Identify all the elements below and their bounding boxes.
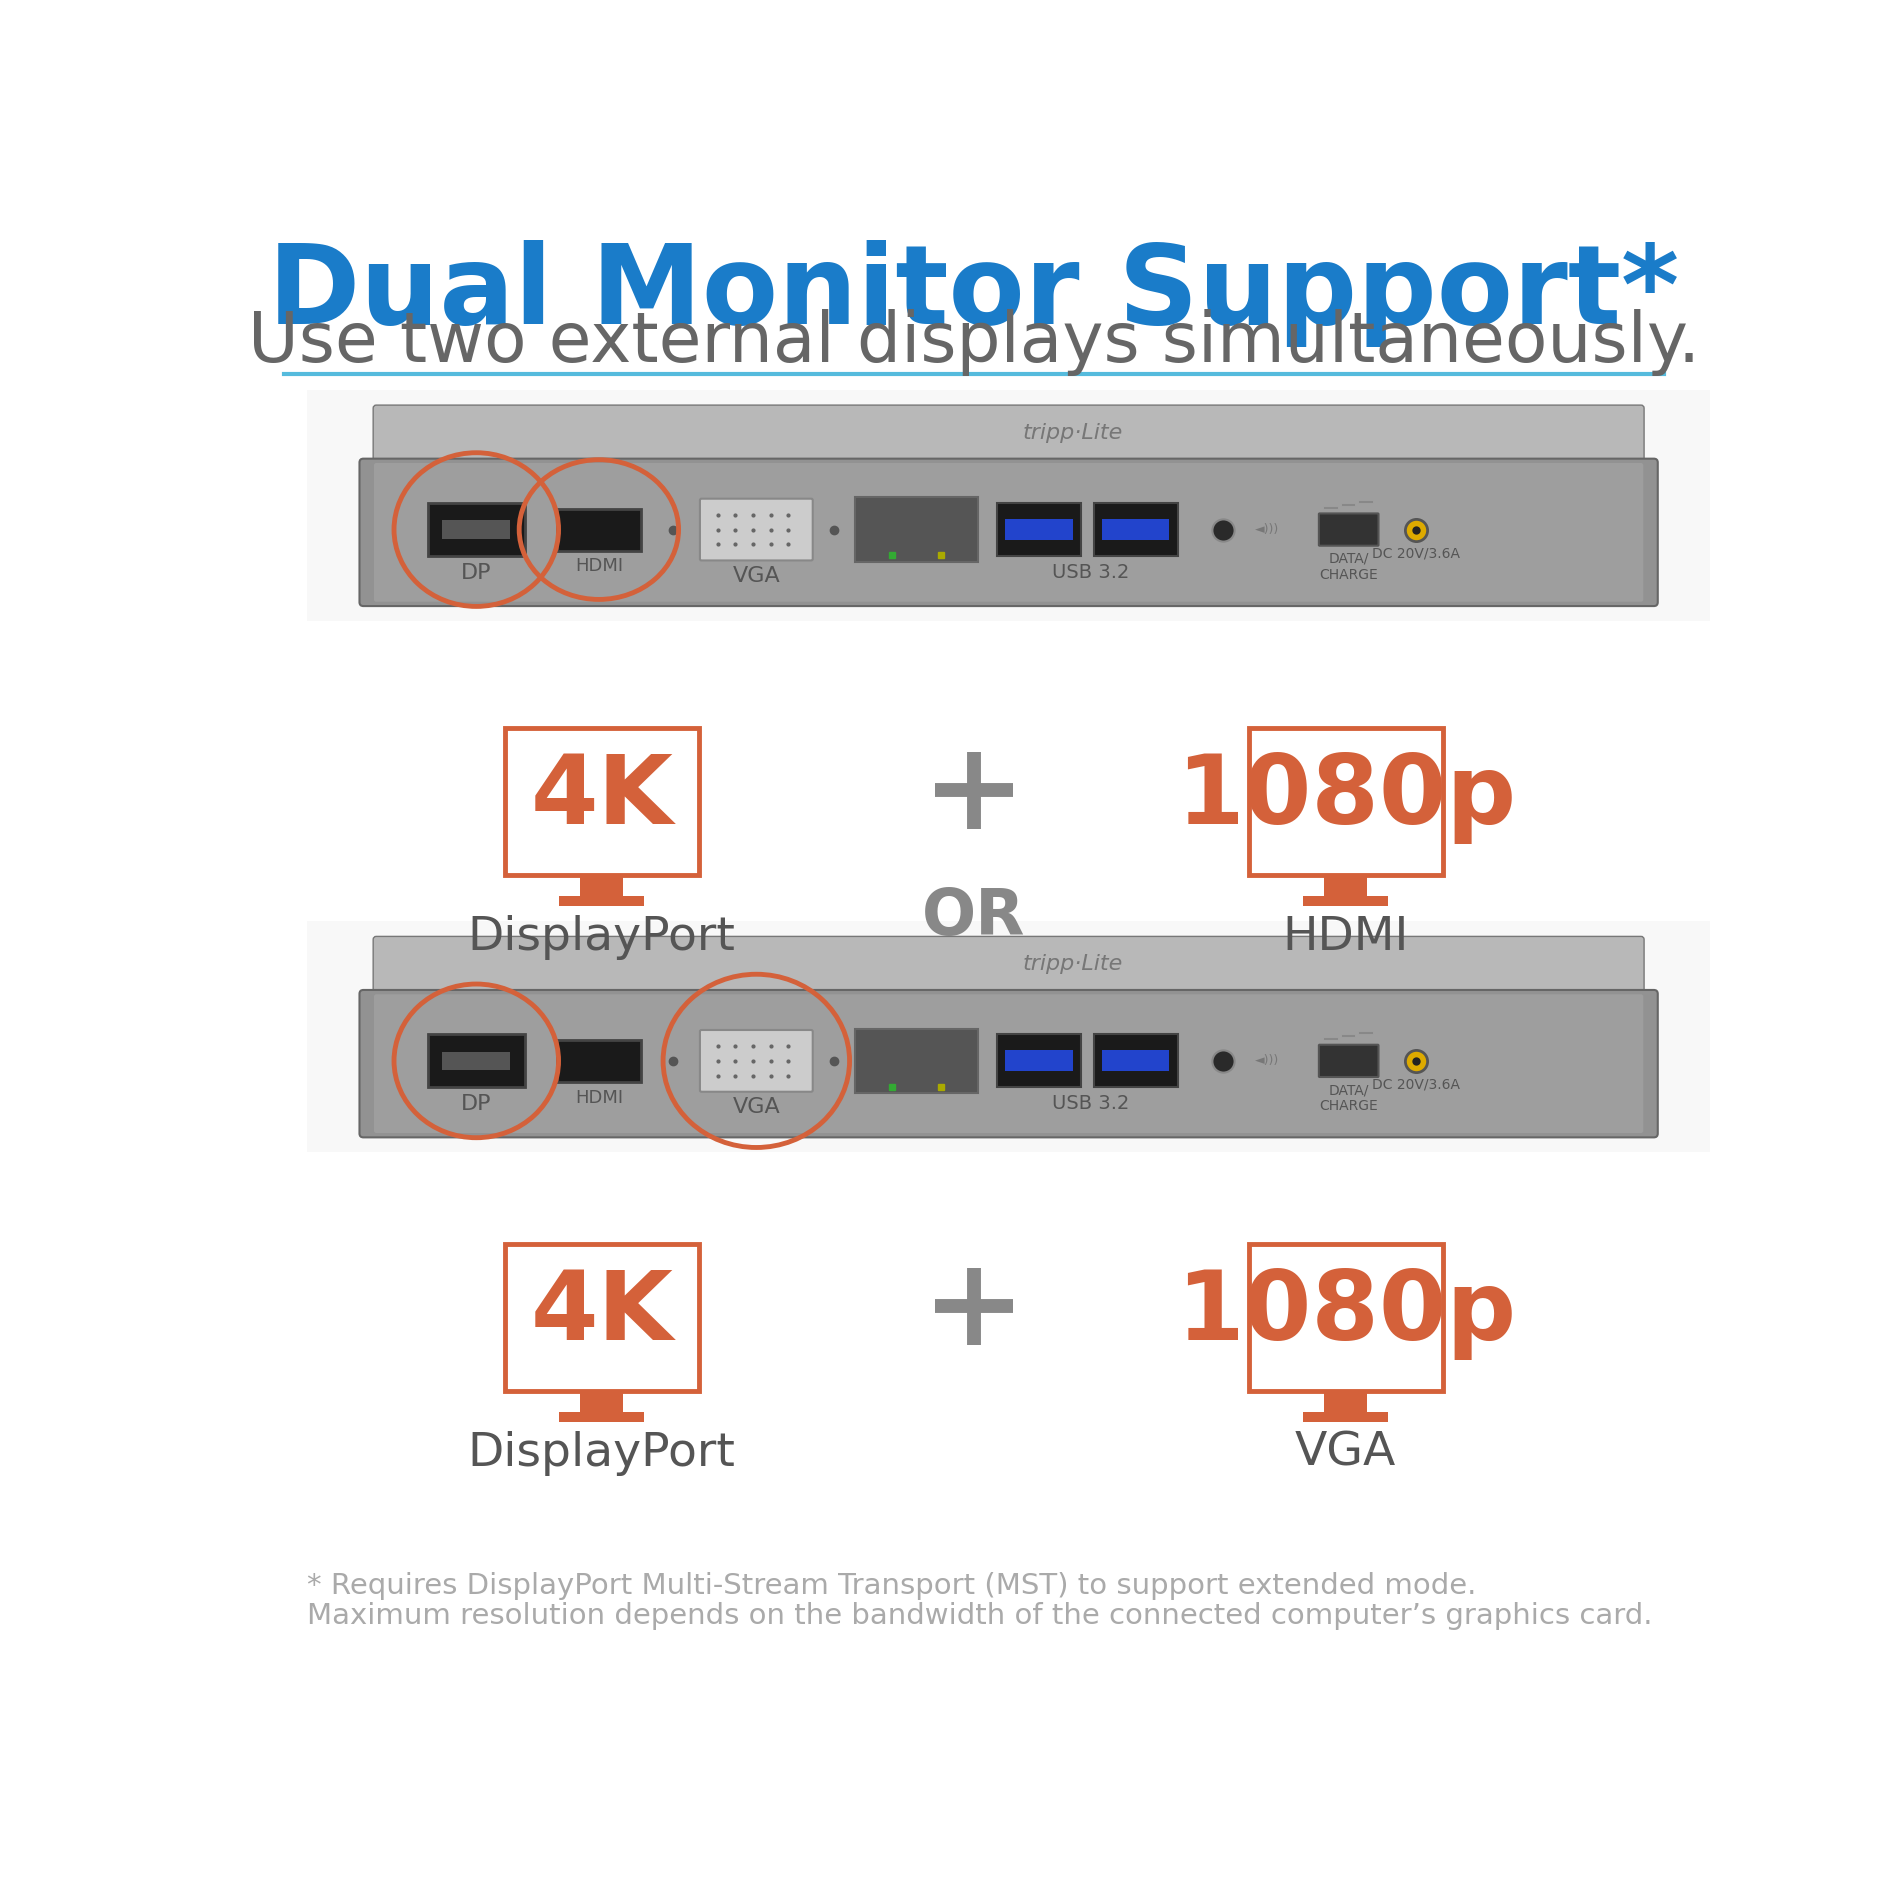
Text: Use two external displays simultaneously.: Use two external displays simultaneously… [247, 310, 1700, 376]
FancyBboxPatch shape [559, 1412, 644, 1421]
FancyBboxPatch shape [1324, 1391, 1368, 1412]
Text: HDMI: HDMI [1282, 914, 1410, 960]
FancyBboxPatch shape [308, 390, 1710, 621]
Text: DisplayPort: DisplayPort [467, 1431, 735, 1476]
Text: OR: OR [922, 885, 1026, 948]
Text: VGA: VGA [733, 1096, 781, 1117]
Text: * Requires DisplayPort Multi-Stream Transport (MST) to support extended mode.: * Requires DisplayPort Multi-Stream Tran… [308, 1571, 1476, 1600]
FancyBboxPatch shape [557, 1039, 640, 1081]
FancyBboxPatch shape [359, 990, 1659, 1138]
FancyBboxPatch shape [1094, 1034, 1178, 1087]
Text: HDMI: HDMI [576, 557, 623, 576]
FancyBboxPatch shape [1005, 519, 1072, 540]
FancyBboxPatch shape [1094, 504, 1178, 557]
FancyBboxPatch shape [1319, 513, 1379, 545]
FancyBboxPatch shape [372, 937, 1644, 998]
Text: ◄))): ◄))) [1256, 1054, 1279, 1068]
Text: DP: DP [462, 562, 492, 583]
FancyBboxPatch shape [580, 1391, 623, 1412]
FancyBboxPatch shape [308, 922, 1710, 1151]
Text: VGA: VGA [1296, 1431, 1396, 1476]
Text: 4K: 4K [530, 1267, 673, 1360]
Text: USB 3.2: USB 3.2 [1053, 562, 1129, 581]
Text: 1080p: 1080p [1176, 750, 1516, 844]
Text: ◄))): ◄))) [1256, 522, 1279, 536]
Text: DATA/
CHARGE: DATA/ CHARGE [1319, 1083, 1378, 1113]
FancyBboxPatch shape [374, 464, 1643, 602]
FancyBboxPatch shape [1324, 874, 1368, 897]
FancyBboxPatch shape [559, 897, 644, 906]
FancyBboxPatch shape [855, 498, 978, 562]
FancyBboxPatch shape [998, 1034, 1081, 1087]
FancyBboxPatch shape [1005, 1051, 1072, 1072]
Text: DATA/
CHARGE: DATA/ CHARGE [1319, 551, 1378, 581]
FancyBboxPatch shape [557, 509, 640, 551]
FancyBboxPatch shape [428, 504, 524, 557]
Text: HDMI: HDMI [576, 1089, 623, 1108]
Text: USB 3.2: USB 3.2 [1053, 1094, 1129, 1113]
FancyBboxPatch shape [443, 1051, 511, 1070]
Text: 1080p: 1080p [1176, 1267, 1516, 1360]
FancyBboxPatch shape [1102, 1051, 1168, 1072]
FancyBboxPatch shape [1319, 1045, 1379, 1077]
FancyBboxPatch shape [855, 1028, 978, 1092]
Text: Maximum resolution depends on the bandwidth of the connected computer’s graphics: Maximum resolution depends on the bandwi… [308, 1602, 1653, 1630]
FancyBboxPatch shape [1248, 1244, 1442, 1391]
FancyBboxPatch shape [699, 498, 813, 560]
FancyBboxPatch shape [1303, 897, 1389, 906]
FancyBboxPatch shape [505, 728, 699, 874]
Text: DP: DP [462, 1094, 492, 1113]
Text: tripp·Lite: tripp·Lite [1022, 422, 1123, 443]
Text: Dual Monitor Support*: Dual Monitor Support* [268, 239, 1680, 346]
FancyBboxPatch shape [998, 504, 1081, 557]
Text: 4K: 4K [530, 750, 673, 844]
FancyBboxPatch shape [505, 1244, 699, 1391]
FancyBboxPatch shape [428, 1034, 524, 1087]
Text: DisplayPort: DisplayPort [467, 914, 735, 960]
FancyBboxPatch shape [1248, 728, 1442, 874]
FancyBboxPatch shape [372, 405, 1644, 466]
FancyBboxPatch shape [580, 874, 623, 897]
FancyBboxPatch shape [1102, 519, 1168, 540]
FancyBboxPatch shape [443, 521, 511, 540]
FancyBboxPatch shape [374, 994, 1643, 1132]
FancyBboxPatch shape [1303, 1412, 1389, 1421]
FancyBboxPatch shape [699, 1030, 813, 1092]
Text: DC 20V/3.6A: DC 20V/3.6A [1372, 1077, 1461, 1092]
Text: tripp·Lite: tripp·Lite [1022, 954, 1123, 975]
Text: VGA: VGA [733, 566, 781, 585]
FancyBboxPatch shape [359, 458, 1659, 606]
Text: DC 20V/3.6A: DC 20V/3.6A [1372, 547, 1461, 560]
